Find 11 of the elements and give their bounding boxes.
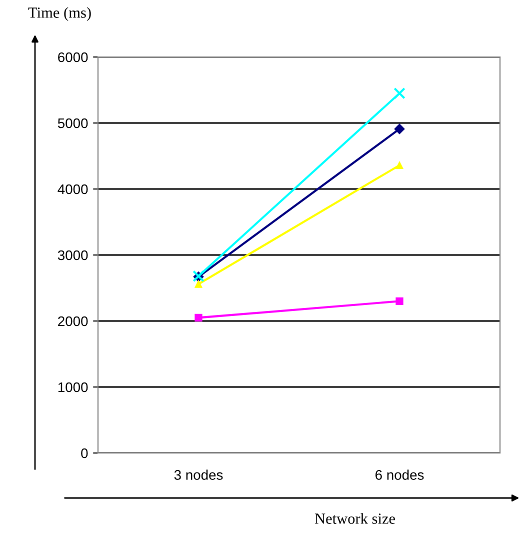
y-tick-label: 2000 [58,316,88,326]
x-tick-label: 6 nodes [375,470,424,480]
y-tick-label: 4000 [58,184,88,194]
y-tick-label: 6000 [58,52,88,62]
y-tick-label: 1000 [58,382,88,392]
y-axis-title: Time (ms) [28,7,91,21]
y-tick-label: 5000 [58,118,88,128]
y-tick-label: 3000 [58,250,88,260]
x-tick-label: 3 nodes [174,470,223,480]
x-axis-title: Network size [314,513,395,524]
y-tick-label: 0 [81,448,88,458]
